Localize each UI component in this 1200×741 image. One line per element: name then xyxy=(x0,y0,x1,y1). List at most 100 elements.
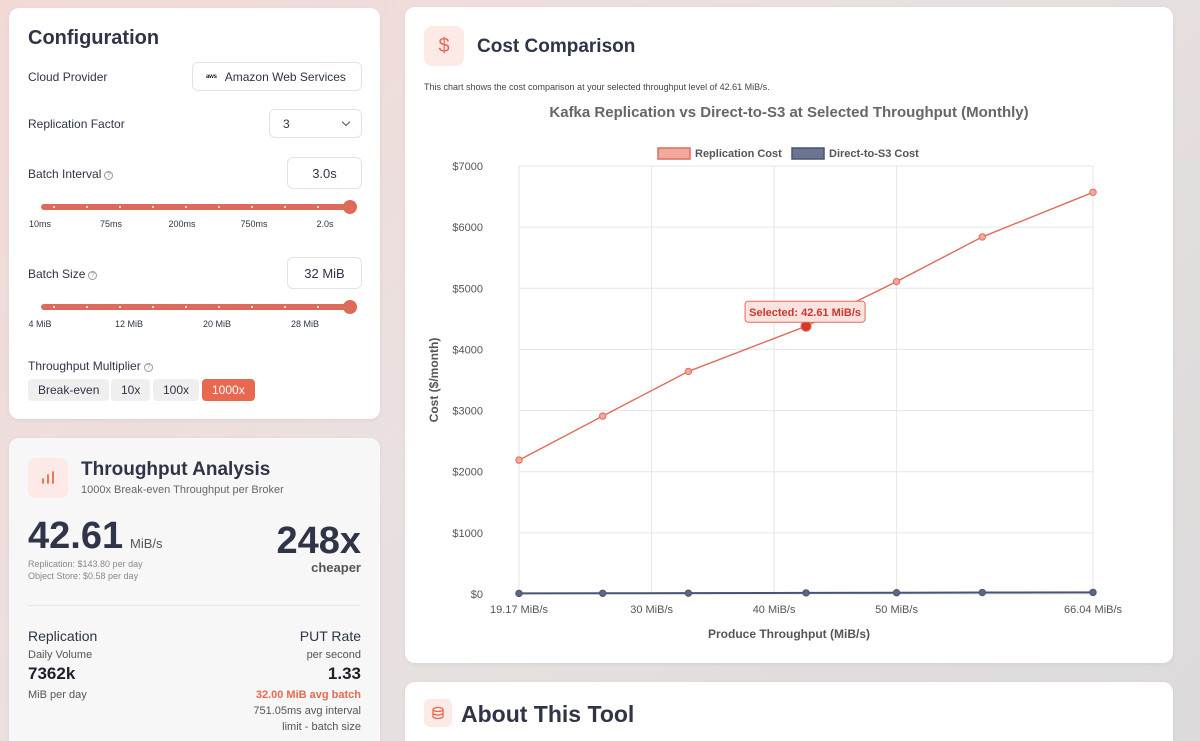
slider-step xyxy=(284,306,286,308)
data-point xyxy=(515,589,523,598)
batch-interval-tick: 75ms xyxy=(99,219,123,229)
avg-batch-size: 32.00 MiB avg batch xyxy=(255,689,361,701)
y-tick-label: $3000 xyxy=(452,406,483,418)
data-point xyxy=(684,589,693,597)
dollar-glyph: $ xyxy=(438,34,450,57)
slider-step xyxy=(317,206,319,208)
database-icon xyxy=(424,699,452,727)
y-tick-label: $7000 xyxy=(452,161,483,173)
throughput-analysis-card: Throughput Analysis 1000x Break-even Thr… xyxy=(9,438,380,741)
limit-note: limit - batch size xyxy=(282,721,361,733)
y-tick-label: $1000 xyxy=(452,528,483,540)
batch-interval-input[interactable]: 3.0s xyxy=(287,157,362,189)
throughput-multiplier-label-text: Throughput Multiplier xyxy=(28,359,141,373)
data-point xyxy=(515,456,523,464)
y-tick-label: $5000 xyxy=(452,283,483,295)
slider-step xyxy=(119,206,121,208)
batch-size-input[interactable]: 32 MiB xyxy=(287,257,362,289)
configuration-card: Configuration Cloud Provider aws Amazon … xyxy=(9,8,380,419)
x-tick-label: 19.17 MiB/s xyxy=(490,604,549,616)
data-point xyxy=(1089,188,1097,196)
cost-comparison-title: Cost Comparison xyxy=(477,36,636,57)
y-tick-label: $6000 xyxy=(452,222,483,234)
multiplier-break-even-button[interactable]: Break-even xyxy=(28,379,110,401)
multiplier-100x-button[interactable]: 100x xyxy=(153,379,200,401)
aws-logo-icon: aws xyxy=(206,73,217,80)
cost-chart: Kafka Replication vs Direct-to-S3 at Sel… xyxy=(427,104,1123,641)
put-rate-heading: PUT Rate xyxy=(299,628,361,644)
annotation-box xyxy=(744,300,866,323)
batch-size-tick: 12 MiB xyxy=(114,319,144,329)
batch-interval-tick: 750ms xyxy=(240,219,268,229)
replication-factor-label: Replication Factor xyxy=(28,117,125,131)
y-tick-label: $0 xyxy=(471,589,483,601)
cost-comparison-card: $ Cost Comparison This chart shows the c… xyxy=(405,7,1173,663)
slider-step xyxy=(86,206,88,208)
throughput-value: 42.61 xyxy=(28,515,124,557)
batch-interval-slider-thumb[interactable] xyxy=(343,200,357,214)
avg-interval: 751.05ms avg interval xyxy=(253,705,361,717)
legend-label: Direct-to-S3 Cost xyxy=(829,148,919,160)
about-title: About This Tool xyxy=(461,701,635,727)
throughput-analysis-title: Throughput Analysis xyxy=(81,459,271,480)
slider-step xyxy=(185,206,187,208)
cloud-provider-select[interactable]: aws Amazon Web Services xyxy=(192,62,362,91)
multiplier-1000x-button[interactable]: 1000x xyxy=(202,379,255,401)
batch-interval-tick: 10ms xyxy=(28,219,52,229)
x-tick-label: 66.04 MiB/s xyxy=(1064,604,1123,616)
data-point xyxy=(598,589,607,597)
data-point xyxy=(598,412,607,420)
replication-heading: Replication xyxy=(28,628,98,644)
slider-step xyxy=(152,206,154,208)
batch-size-slider-thumb[interactable] xyxy=(343,300,357,314)
multiplier-10x-button[interactable]: 10x xyxy=(111,379,151,401)
batch-interval-tick: 2.0s xyxy=(316,219,334,229)
cloud-provider-value: Amazon Web Services xyxy=(224,69,346,84)
legend-swatch xyxy=(657,147,691,160)
batch-size-label-text: Batch Size xyxy=(28,267,86,281)
y-tick-label: $2000 xyxy=(452,467,483,479)
put-rate-value: 1.33 xyxy=(327,664,361,683)
about-card: About This Tool xyxy=(405,682,1173,741)
bar-chart-icon xyxy=(28,458,68,498)
daily-volume-label: Daily Volume xyxy=(28,649,93,661)
batch-size-slider[interactable] xyxy=(41,300,357,314)
configuration-title: Configuration xyxy=(28,27,160,49)
slider-step xyxy=(53,206,55,208)
cloud-provider-label: Cloud Provider xyxy=(28,70,108,84)
batch-interval-label: Batch Interval? xyxy=(28,167,114,181)
batch-interval-slider[interactable] xyxy=(41,200,357,214)
legend-label: Replication Cost xyxy=(695,148,782,160)
chevron-down-icon xyxy=(341,117,351,127)
batch-interval-label-text: Batch Interval xyxy=(28,167,102,181)
info-icon: ? xyxy=(143,363,153,372)
data-point xyxy=(892,277,901,286)
slider-step xyxy=(251,306,253,308)
annotation-label: Selected: 42.61 MiB/s xyxy=(749,307,861,319)
cost-comparison-description: This chart shows the cost comparison at … xyxy=(424,82,770,92)
daily-volume-value: 7362k xyxy=(28,664,76,683)
data-point xyxy=(978,233,986,241)
batch-size-tick: 20 MiB xyxy=(202,319,232,329)
x-tick-label: 50 MiB/s xyxy=(875,604,918,616)
dollar-icon: $ xyxy=(424,26,464,66)
savings-multiple: 248x xyxy=(276,520,361,562)
y-axis-label: Cost ($/month) xyxy=(427,338,441,423)
slider-step xyxy=(218,206,220,208)
data-point xyxy=(802,589,810,597)
throughput-unit: MiB/s xyxy=(130,536,163,551)
throughput-analysis-subtitle: 1000x Break-even Throughput per Broker xyxy=(81,484,284,496)
info-icon: ? xyxy=(104,171,114,180)
x-tick-label: 40 MiB/s xyxy=(753,604,796,616)
slider-step xyxy=(218,306,220,308)
replication-factor-select[interactable]: 3 xyxy=(269,109,362,138)
data-point xyxy=(684,367,693,376)
slider-step xyxy=(251,206,253,208)
daily-volume-unit: MiB per day xyxy=(28,689,87,701)
chart-title: Kafka Replication vs Direct-to-S3 at Sel… xyxy=(549,104,1028,121)
slider-step xyxy=(119,306,121,308)
batch-size-tick: 4 MiB xyxy=(28,319,52,329)
data-point xyxy=(892,589,901,597)
replication-factor-value: 3 xyxy=(283,116,290,131)
data-point xyxy=(978,588,986,597)
